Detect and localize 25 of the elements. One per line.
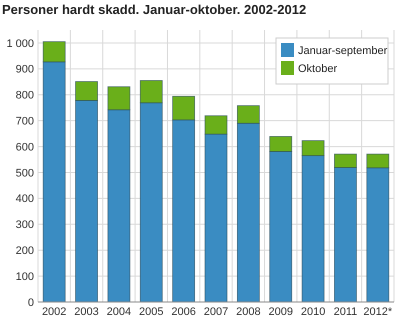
x-tick-label: 2010 (300, 306, 326, 318)
y-tick-label: 0 (28, 296, 34, 309)
y-tick-label: 1 000 (6, 38, 34, 50)
x-tick-label: 2007 (204, 306, 228, 318)
y-tick-label: 200 (16, 245, 34, 258)
y-tick-label: 800 (16, 90, 34, 102)
x-tick-label: 2009 (268, 306, 293, 318)
legend-label: Oktober (298, 62, 338, 75)
x-tick-label: 2002 (42, 306, 66, 318)
x-tick-label: 2006 (171, 306, 196, 318)
y-tick-label: 900 (16, 64, 34, 76)
y-tick-label: 100 (16, 270, 34, 283)
x-tick-label: 2011 (334, 306, 358, 318)
y-tick-label: 600 (16, 141, 34, 154)
y-tick-label: 300 (16, 219, 34, 232)
x-tick-label: 2005 (139, 306, 164, 318)
x-tick-label: 2012* (363, 306, 393, 318)
legend-label: Januar-september (298, 44, 388, 57)
x-tick-label: 2008 (236, 306, 261, 318)
y-tick-label: 700 (16, 116, 34, 128)
x-tick-label: 2003 (74, 306, 99, 318)
x-tick-label: 2004 (106, 306, 132, 318)
y-tick-label: 500 (16, 167, 34, 180)
chart-title: Personer hardt skadd. Januar-oktober. 2002-2012 (2, 2, 306, 17)
y-tick-label: 400 (16, 193, 34, 206)
